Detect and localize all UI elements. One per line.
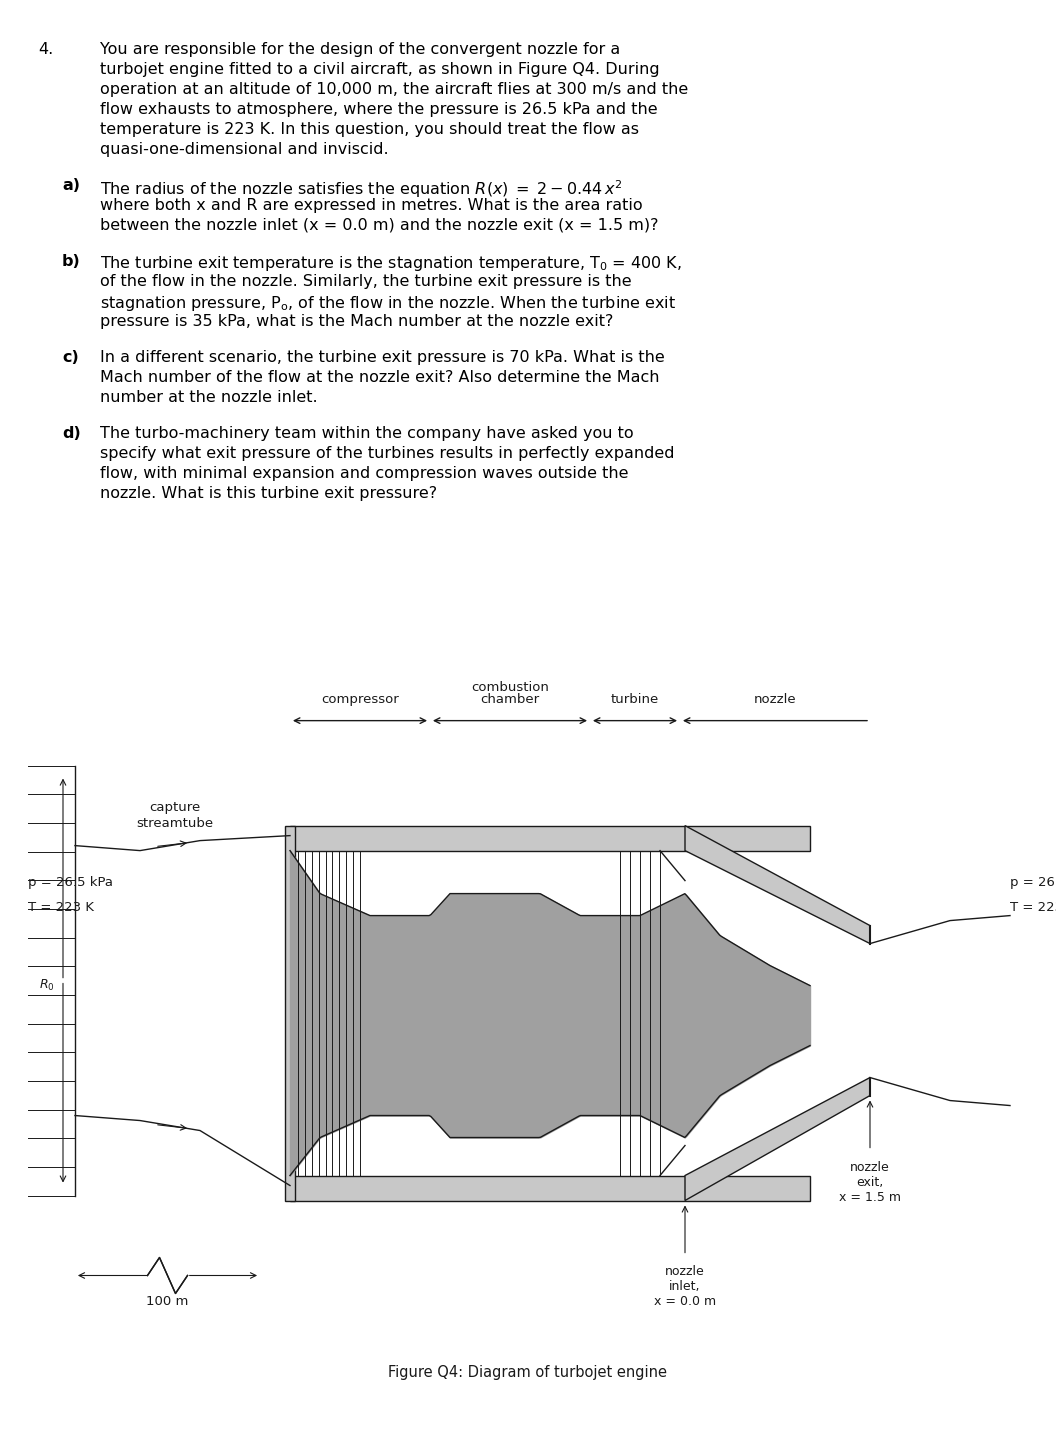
Text: turbine: turbine	[610, 693, 659, 706]
Text: p = 26.5 kPa: p = 26.5 kPa	[1010, 875, 1056, 888]
Text: flow exhausts to atmosphere, where the pressure is 26.5 kPa and the: flow exhausts to atmosphere, where the p…	[100, 102, 658, 118]
Text: stagnation pressure, P$_\mathregular{o}$, of the flow in the nozzle. When the tu: stagnation pressure, P$_\mathregular{o}$…	[100, 294, 676, 313]
Text: temperature is 223 K. In this question, you should treat the flow as: temperature is 223 K. In this question, …	[100, 122, 639, 136]
Text: where both x and R are expressed in metres. What is the area ratio: where both x and R are expressed in metr…	[100, 198, 643, 212]
Polygon shape	[685, 1078, 870, 1201]
Text: nozzle
inlet,
x = 0.0 m: nozzle inlet, x = 0.0 m	[654, 1266, 716, 1309]
Text: You are responsible for the design of the convergent nozzle for a: You are responsible for the design of th…	[100, 42, 620, 57]
Text: specify what exit pressure of the turbines results in perfectly expanded: specify what exit pressure of the turbin…	[100, 446, 675, 461]
Text: d): d)	[62, 426, 80, 441]
Text: chamber: chamber	[480, 693, 540, 706]
Text: T = 223 K: T = 223 K	[1010, 901, 1056, 914]
Text: nozzle
exit,
x = 1.5 m: nozzle exit, x = 1.5 m	[840, 1161, 901, 1204]
Text: $R_0$: $R_0$	[39, 979, 55, 993]
Text: 100 m: 100 m	[147, 1296, 189, 1309]
Text: The turbo-machinery team within the company have asked you to: The turbo-machinery team within the comp…	[100, 426, 634, 441]
Text: T = 223 K: T = 223 K	[29, 901, 94, 914]
Text: between the nozzle inlet (x = 0.0 m) and the nozzle exit (x = 1.5 m)?: between the nozzle inlet (x = 0.0 m) and…	[100, 218, 659, 232]
Text: combustion: combustion	[471, 680, 549, 693]
Text: The turbine exit temperature is the stagnation temperature, T$_\mathregular{0}$ : The turbine exit temperature is the stag…	[100, 254, 682, 273]
Text: Figure Q4: Diagram of turbojet engine: Figure Q4: Diagram of turbojet engine	[389, 1366, 667, 1380]
Polygon shape	[290, 1175, 810, 1201]
Text: quasi-one-dimensional and inviscid.: quasi-one-dimensional and inviscid.	[100, 142, 389, 156]
Text: flow, with minimal expansion and compression waves outside the: flow, with minimal expansion and compres…	[100, 466, 628, 481]
Text: nozzle: nozzle	[754, 693, 796, 706]
Text: capture
streamtube: capture streamtube	[136, 801, 213, 829]
Text: operation at an altitude of 10,000 m, the aircraft flies at 300 m/s and the: operation at an altitude of 10,000 m, th…	[100, 82, 689, 98]
Text: In a different scenario, the turbine exit pressure is 70 kPa. What is the: In a different scenario, the turbine exi…	[100, 350, 664, 364]
Text: Mach number of the flow at the nozzle exit? Also determine the Mach: Mach number of the flow at the nozzle ex…	[100, 370, 660, 385]
Text: compressor: compressor	[321, 693, 399, 706]
Text: nozzle. What is this turbine exit pressure?: nozzle. What is this turbine exit pressu…	[100, 486, 437, 501]
Text: number at the nozzle inlet.: number at the nozzle inlet.	[100, 390, 318, 405]
Polygon shape	[290, 825, 810, 851]
Polygon shape	[685, 825, 870, 944]
Text: a): a)	[62, 178, 80, 192]
Text: pressure is 35 kPa, what is the Mach number at the nozzle exit?: pressure is 35 kPa, what is the Mach num…	[100, 314, 614, 329]
Text: b): b)	[62, 254, 80, 268]
Text: of the flow in the nozzle. Similarly, the turbine exit pressure is the: of the flow in the nozzle. Similarly, th…	[100, 274, 631, 288]
Polygon shape	[285, 825, 295, 1201]
Text: p = 26.5 kPa: p = 26.5 kPa	[29, 875, 113, 888]
Text: c): c)	[62, 350, 79, 364]
Text: 4.: 4.	[38, 42, 53, 57]
Text: The radius of the nozzle satisfies the equation $R(x)\;=\;2-0.44\,x^2$: The radius of the nozzle satisfies the e…	[100, 178, 622, 199]
Text: turbojet engine fitted to a civil aircraft, as shown in Figure Q4. During: turbojet engine fitted to a civil aircra…	[100, 62, 660, 77]
